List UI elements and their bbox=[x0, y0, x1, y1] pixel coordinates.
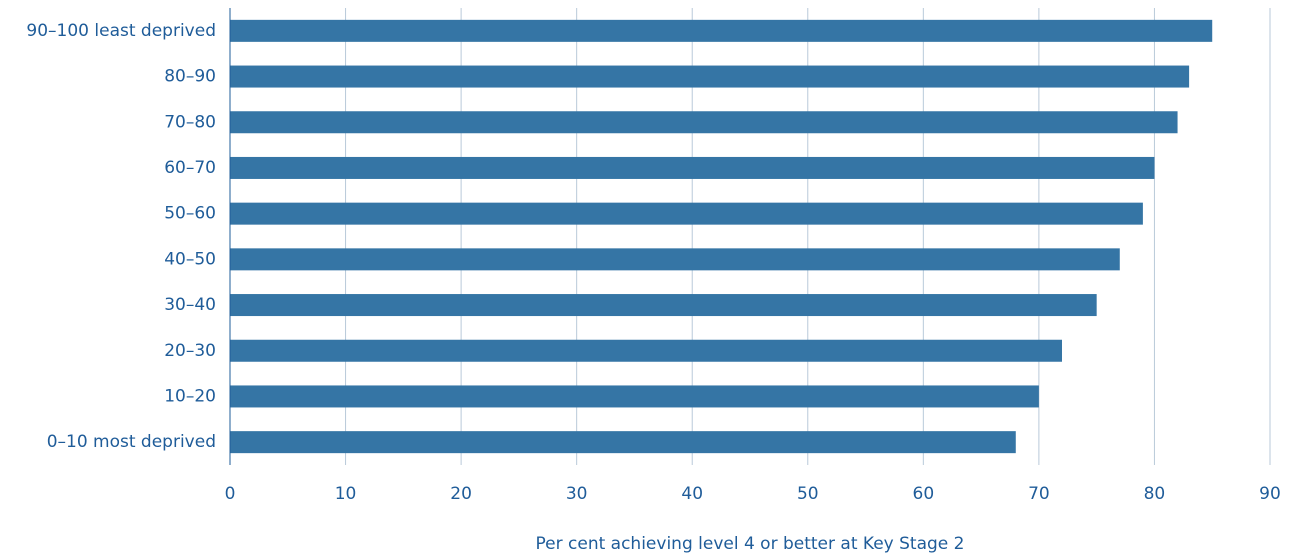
bar bbox=[230, 111, 1178, 134]
y-tick-label: 80–90 bbox=[164, 67, 216, 87]
bar bbox=[230, 19, 1213, 42]
x-tick-label: 60 bbox=[913, 484, 935, 504]
x-tick-label: 70 bbox=[1028, 484, 1050, 504]
y-tick-label: 60–70 bbox=[164, 158, 216, 178]
bar bbox=[230, 65, 1190, 88]
x-tick-label: 10 bbox=[335, 484, 357, 504]
y-tick-label: 0–10 most deprived bbox=[47, 432, 216, 452]
y-tick-label: 40–50 bbox=[164, 249, 216, 269]
y-tick-label: 50–60 bbox=[164, 204, 216, 224]
bar bbox=[230, 339, 1062, 362]
bar bbox=[230, 294, 1097, 317]
y-tick-label: 90–100 least deprived bbox=[26, 21, 216, 41]
x-axis-label: Per cent achieving level 4 or better at … bbox=[536, 534, 965, 554]
x-tick-label: 90 bbox=[1259, 484, 1281, 504]
x-tick-label: 20 bbox=[450, 484, 472, 504]
x-tick-label: 0 bbox=[225, 484, 236, 504]
y-tick-label: 10–20 bbox=[164, 386, 216, 406]
bar bbox=[230, 248, 1120, 271]
y-tick-label: 20–30 bbox=[164, 341, 216, 361]
y-tick-label: 30–40 bbox=[164, 295, 216, 315]
bar bbox=[230, 202, 1143, 225]
bar bbox=[230, 385, 1039, 408]
bar bbox=[230, 431, 1016, 454]
x-tick-label: 40 bbox=[681, 484, 703, 504]
bar bbox=[230, 156, 1155, 179]
x-tick-label: 30 bbox=[566, 484, 588, 504]
x-tick-label: 80 bbox=[1144, 484, 1166, 504]
x-tick-label: 50 bbox=[797, 484, 819, 504]
y-tick-label: 70–80 bbox=[164, 112, 216, 132]
